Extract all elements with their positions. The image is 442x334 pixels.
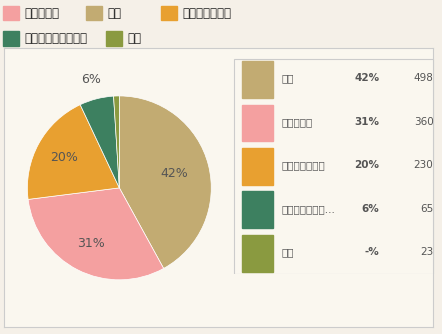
Wedge shape bbox=[80, 96, 119, 188]
Text: あまり好きでは...: あまり好きでは... bbox=[282, 204, 335, 214]
Bar bbox=[242, 105, 274, 141]
Text: 嫌い: 嫌い bbox=[128, 32, 142, 45]
FancyBboxPatch shape bbox=[234, 59, 434, 274]
Bar bbox=[107, 31, 122, 46]
Text: 23: 23 bbox=[420, 247, 434, 257]
Bar bbox=[242, 191, 274, 228]
Bar bbox=[3, 6, 19, 20]
Text: 好き: 好き bbox=[108, 7, 122, 20]
Text: 6%: 6% bbox=[81, 73, 101, 86]
Text: どちらでもない: どちらでもない bbox=[282, 160, 325, 170]
Text: 65: 65 bbox=[420, 204, 434, 214]
Bar bbox=[242, 235, 274, 272]
Bar bbox=[242, 61, 274, 98]
Bar bbox=[3, 31, 19, 46]
Bar bbox=[86, 6, 102, 20]
Text: どちらでもない: どちらでもない bbox=[183, 7, 232, 20]
Wedge shape bbox=[27, 105, 119, 199]
Text: 498: 498 bbox=[414, 73, 434, 84]
Text: 360: 360 bbox=[414, 117, 434, 127]
Bar bbox=[242, 148, 274, 185]
Text: 20%: 20% bbox=[354, 160, 379, 170]
Bar bbox=[161, 6, 177, 20]
Text: -%: -% bbox=[365, 247, 379, 257]
Text: 42%: 42% bbox=[354, 73, 379, 84]
Text: 嫌い: 嫌い bbox=[282, 247, 294, 257]
Text: 230: 230 bbox=[414, 160, 434, 170]
Text: 好き: 好き bbox=[282, 73, 294, 84]
Text: とても好き: とても好き bbox=[282, 117, 313, 127]
Text: とても好き: とても好き bbox=[24, 7, 59, 20]
Text: 42%: 42% bbox=[161, 167, 188, 180]
Text: 6%: 6% bbox=[362, 204, 379, 214]
Text: 31%: 31% bbox=[354, 117, 379, 127]
Wedge shape bbox=[28, 188, 164, 280]
Text: あまり好きではない: あまり好きではない bbox=[24, 32, 88, 45]
Wedge shape bbox=[114, 96, 119, 188]
Text: 20%: 20% bbox=[51, 151, 79, 164]
Wedge shape bbox=[119, 96, 211, 269]
Text: 31%: 31% bbox=[77, 237, 105, 250]
